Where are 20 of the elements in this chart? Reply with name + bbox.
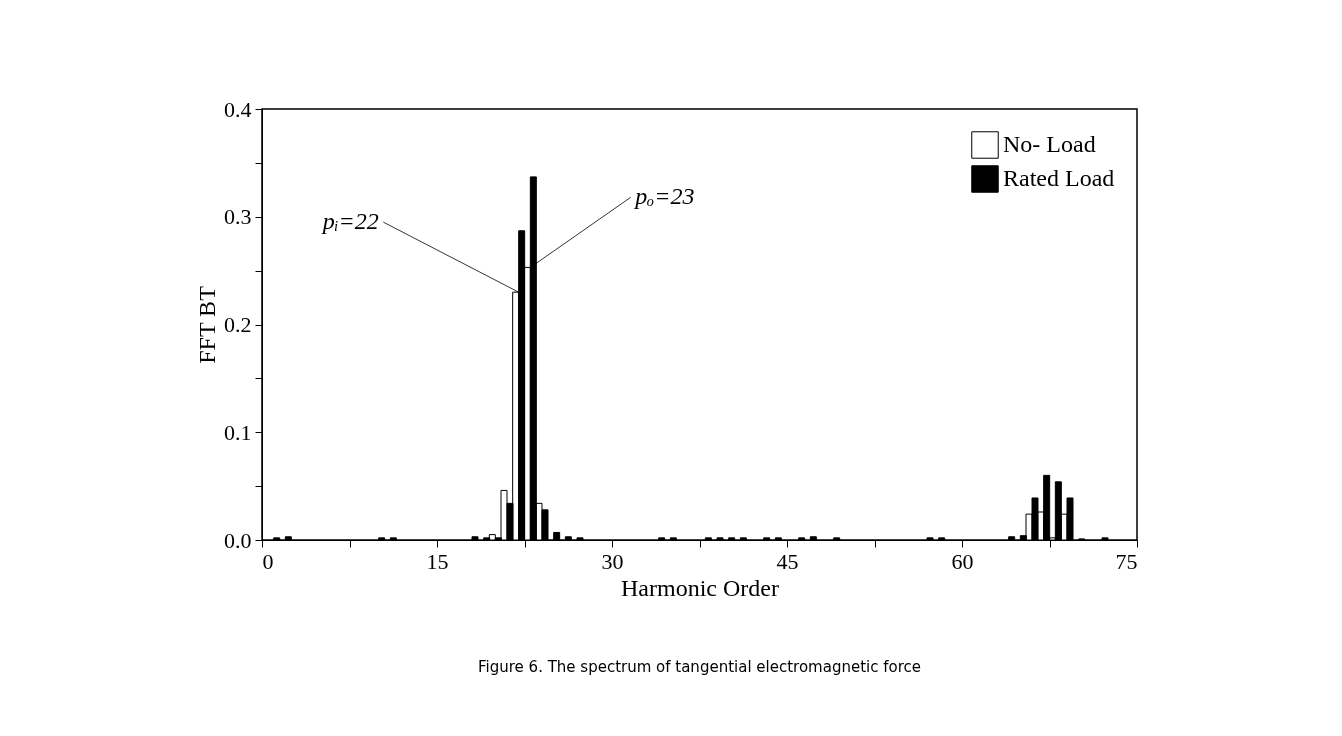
x-tick-label: 60	[951, 548, 974, 574]
x-tick-label: 0	[262, 548, 274, 574]
x-tick-label: 15	[426, 548, 449, 574]
legend-label: No- Load	[1003, 131, 1096, 157]
y-tick-label: 0.4	[224, 96, 252, 122]
bar	[1043, 474, 1051, 541]
y-tick-label: 0.3	[224, 204, 252, 230]
x-tick-label: 30	[601, 548, 624, 574]
y-axis-title: FFT BT	[194, 285, 220, 364]
x-axis-title: Harmonic Order	[621, 574, 779, 601]
bar	[1054, 481, 1062, 541]
y-tick-label: 0.2	[224, 312, 252, 337]
y-tick-label: 0.0	[224, 527, 252, 553]
annotation: pₒ=23	[633, 183, 695, 210]
x-tick-label: 45	[776, 548, 799, 574]
caption: Figure 6. The spectrum of tangential electromagnetic force	[478, 658, 921, 676]
annotation: pᵢ=22	[320, 208, 379, 235]
legend-label: Rated Load	[1003, 165, 1115, 191]
x-tick-label: 75	[1115, 548, 1138, 574]
y-tick-label: 0.1	[224, 419, 252, 445]
